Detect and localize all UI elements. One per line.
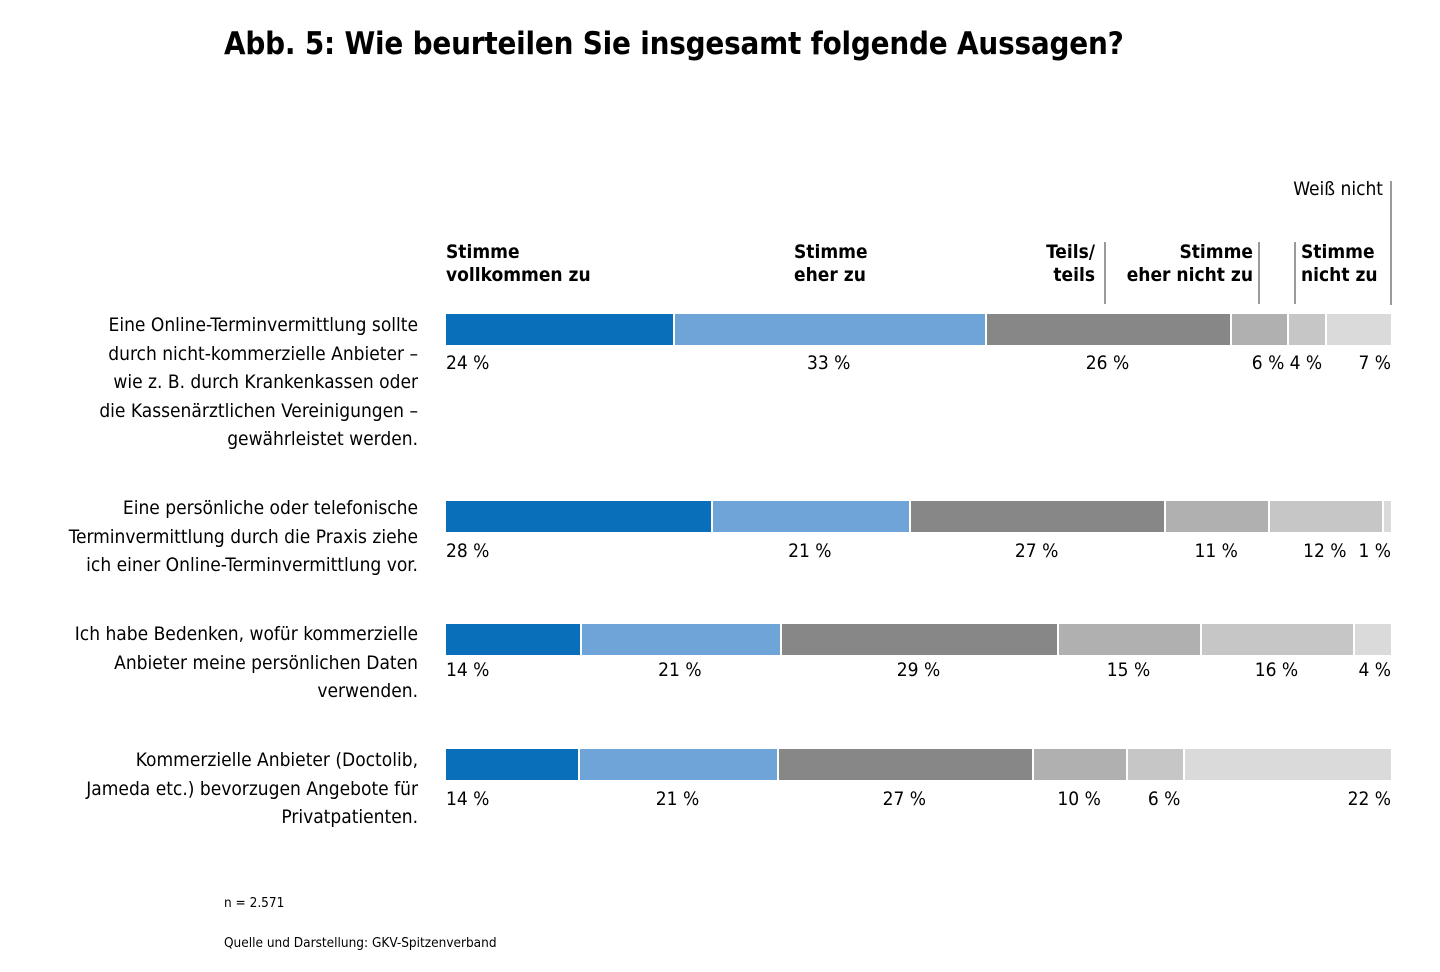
statement-label-3: Ich habe Bedenken, wofür kommerzielle Anb… — [40, 620, 418, 706]
value-label-r2-s4: 11 % — [1194, 540, 1238, 562]
legend-header-1: Stimme vollkommen zu — [446, 241, 591, 286]
bar-segment-r1-s2 — [672, 314, 985, 345]
bar-segment-r1-s1 — [446, 314, 673, 345]
bar-segment-r2-s2 — [710, 501, 910, 532]
statement-line: wie z. B. durch Krankenkassen oder — [113, 371, 418, 393]
statement-line: Eine Online-Terminvermittlung sollte — [108, 314, 418, 336]
legend-header-2: Stimme eher zu — [794, 241, 868, 286]
value-label-r4-s6: 22 % — [1347, 788, 1391, 810]
bar-segment-r2-s3 — [909, 501, 1165, 532]
value-label-r1-s4: 6 % — [1251, 352, 1285, 374]
value-label-r4-s3: 27 % — [882, 788, 927, 810]
statement-line: durch nicht-kommerzielle Anbieter – — [108, 342, 418, 365]
legend-header-4: Stimme eher nicht zu — [1126, 241, 1253, 286]
statement-line: gewährleistet werden. — [227, 428, 418, 450]
statement-label-4: Kommerzielle Anbieter (Doctolib, Jameda e… — [40, 746, 418, 832]
legend-header-5: Stimme nicht zu — [1301, 241, 1378, 286]
bar-segment-r4-s6 — [1183, 749, 1391, 780]
value-label-r1-s2: 33 % — [807, 352, 851, 374]
value-label-r3-s3: 29 % — [896, 659, 941, 681]
value-label-r4-s4: 10 % — [1057, 788, 1101, 810]
statement-line: Kommerzielle Anbieter (Doctolib, — [135, 749, 418, 771]
bar-segment-r1-s5 — [1287, 314, 1325, 345]
statement-label-1: Eine Online-Terminvermittlung sollte durc… — [40, 311, 418, 454]
value-label-r3-s1: 14 % — [446, 659, 490, 681]
value-label-r2-s2: 21 % — [788, 540, 832, 562]
bar-segment-r3-s4 — [1056, 624, 1201, 655]
header-divider-4 — [1390, 181, 1392, 305]
bar-segment-r3-s6 — [1352, 624, 1391, 655]
value-label-r2-s1: 28 % — [446, 540, 490, 562]
statement-line: Privatpatienten. — [281, 806, 418, 828]
value-label-r4-s1: 14 % — [446, 788, 490, 810]
bar-segment-r3-s1 — [446, 624, 580, 655]
bar-segment-r1-s3 — [984, 314, 1231, 345]
value-label-r3-s5: 16 % — [1254, 659, 1299, 681]
value-label-r3-s6: 4 % — [1358, 659, 1391, 681]
value-label-r4-s5: 6 % — [1147, 788, 1181, 810]
statement-line: Ich habe Bedenken, wofür kommerzielle — [74, 623, 418, 645]
statement-line: Eine persönliche oder telefonische — [122, 497, 418, 519]
header-divider-1 — [1104, 242, 1106, 304]
bar-segment-r4-s5 — [1126, 749, 1184, 780]
value-label-r3-s4: 15 % — [1106, 659, 1151, 681]
value-label-r1-s6: 7 % — [1358, 352, 1391, 374]
header-divider-2 — [1258, 242, 1260, 304]
value-label-r2-s6: 1 % — [1358, 540, 1391, 562]
statement-line: Terminvermittlung durch die Praxis ziehe — [68, 525, 418, 548]
statement-line: Anbieter meine persönlichen Daten — [114, 651, 418, 674]
value-label-r1-s3: 26 % — [1085, 352, 1130, 374]
value-label-r1-s1: 24 % — [446, 352, 490, 374]
bar-segment-r2-s6 — [1381, 501, 1391, 532]
bar-segment-r3-s2 — [579, 624, 781, 655]
legend-header-6: Weiß nicht — [1293, 178, 1383, 200]
bar-segment-r1-s4 — [1230, 314, 1288, 345]
legend-header-3: Teils/ teils — [1046, 241, 1095, 286]
header-divider-3 — [1294, 242, 1296, 304]
statement-line: ich einer Online-Terminvermittlung vor. — [86, 554, 418, 576]
value-label-r2-s5: 12 % — [1303, 540, 1347, 562]
bar-segment-r4-s1 — [446, 749, 579, 780]
value-label-r1-s5: 4 % — [1289, 352, 1323, 374]
statement-label-2: Eine persönliche oder telefonische Termin… — [40, 494, 418, 580]
bar-segment-r4-s2 — [578, 749, 777, 780]
statement-line: die Kassenärztlichen Vereinigungen – — [99, 399, 418, 422]
chart-title: Abb. 5: Wie beurteilen Sie insgesamt fol… — [224, 26, 1124, 62]
bar-segment-r4-s4 — [1031, 749, 1127, 780]
bar-segment-r3-s5 — [1200, 624, 1353, 655]
bar-segment-r1-s6 — [1324, 314, 1391, 345]
value-label-r3-s2: 21 % — [658, 659, 702, 681]
bar-segment-r2-s1 — [446, 501, 711, 532]
source-note: Quelle und Darstellung: GKV-Spitzenverba… — [224, 935, 497, 951]
statement-line: Jameda etc.) bevorzugen Angebote für — [86, 777, 418, 800]
bar-segment-r4-s3 — [776, 749, 1032, 780]
value-label-r2-s3: 27 % — [1014, 540, 1059, 562]
sample-size-note: n = 2.571 — [224, 895, 285, 911]
bar-segment-r3-s3 — [780, 624, 1057, 655]
statement-line: verwenden. — [317, 680, 418, 702]
value-label-r4-s2: 21 % — [655, 788, 700, 810]
bar-segment-r2-s4 — [1164, 501, 1269, 532]
bar-segment-r2-s5 — [1268, 501, 1382, 532]
